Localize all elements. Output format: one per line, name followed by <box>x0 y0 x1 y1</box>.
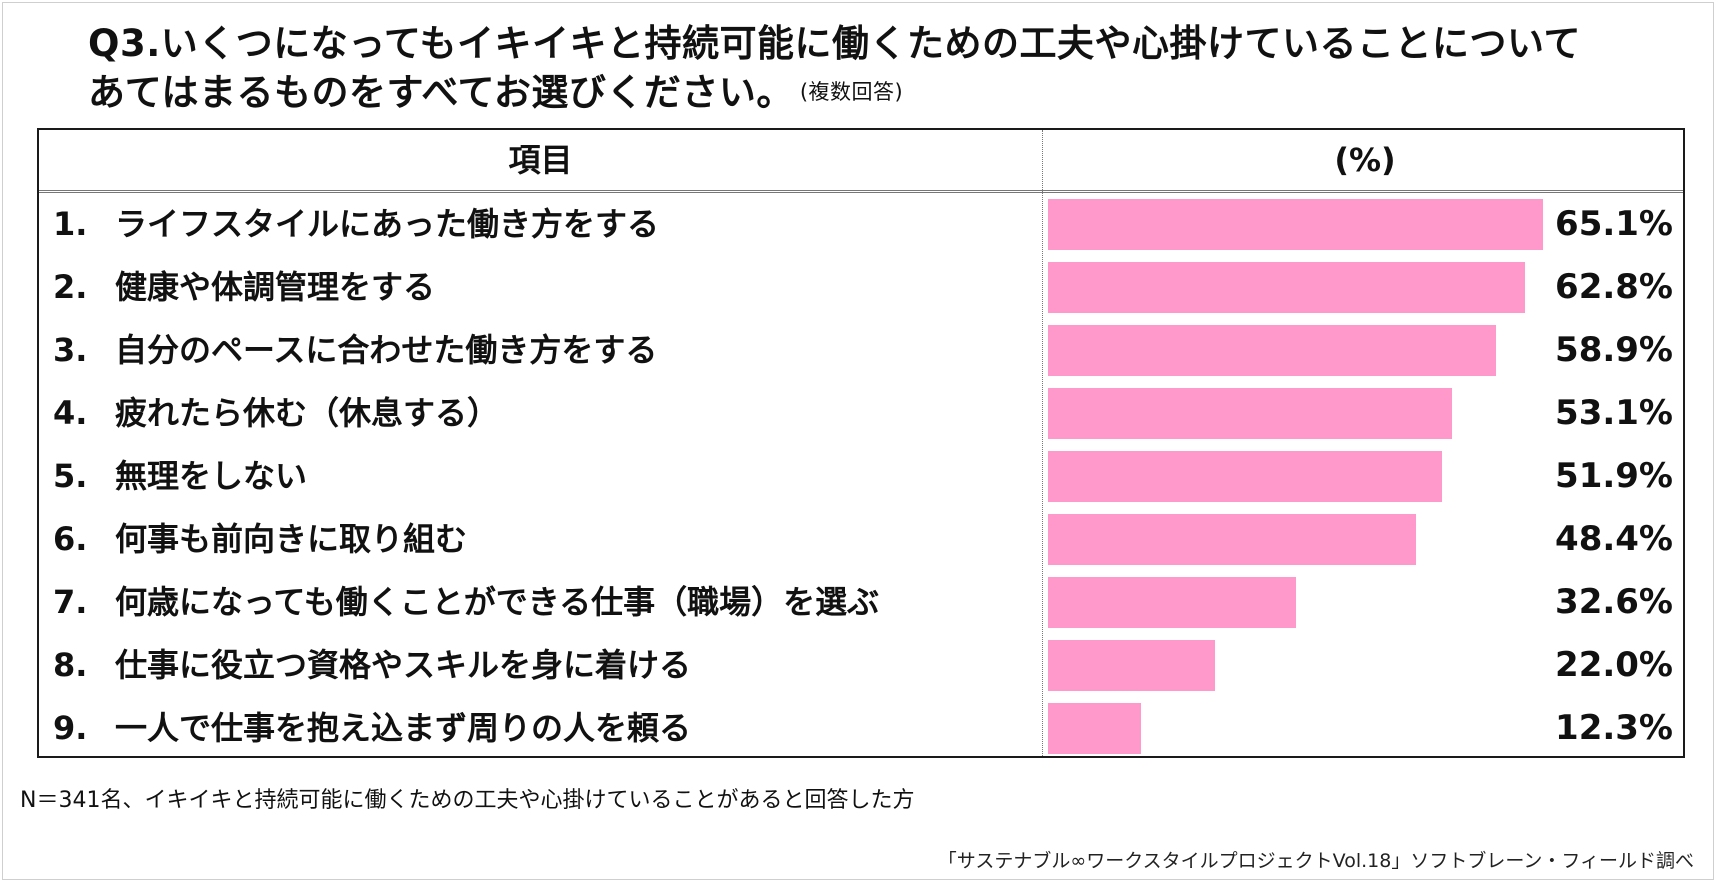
row-label: 4. 疲れたら休む（休息する） <box>53 382 499 445</box>
bar <box>1048 451 1443 502</box>
value-label: 62.8% <box>1555 267 1673 307</box>
row-label-text: 疲れたら休む（休息する） <box>115 394 500 432</box>
row-number: 1. <box>53 205 88 243</box>
table-row: 6. 何事も前向きに取り組む 48.4% <box>39 508 1683 571</box>
row-label-text: 何歳になっても働くことができる仕事（職場）を選ぶ <box>115 583 880 621</box>
row-label: 5. 無理をしない <box>53 445 307 508</box>
bar <box>1048 199 1543 250</box>
bar <box>1048 640 1216 691</box>
title-line-1: Q3.いくつになってもイキイキと持続可能に働くための工夫や心掛けていることについ… <box>88 22 1581 65</box>
value-label: 53.1% <box>1555 393 1673 433</box>
value-label: 12.3% <box>1555 708 1673 748</box>
table-body: 1. ライフスタイルにあった働き方をする 65.1% 2. 健康や体調管理をする 62.8… <box>39 193 1683 756</box>
row-label-text: 何事も前向きに取り組む <box>115 520 468 558</box>
row-label-text: 無理をしない <box>115 457 308 495</box>
table-row: 4. 疲れたら休む（休息する） 53.1% <box>39 382 1683 445</box>
header-item: 項目 <box>508 141 573 179</box>
value-label: 58.9% <box>1555 330 1673 370</box>
table-row: 5. 無理をしない 51.9% <box>39 445 1683 508</box>
table-row: 2. 健康や体調管理をする 62.8% <box>39 256 1683 319</box>
chart-title: Q3.いくつになってもイキイキと持続可能に働くための工夫や心掛けていることについ… <box>88 20 1648 117</box>
value-label: 32.6% <box>1555 582 1673 622</box>
row-label: 8. 仕事に役立つ資格やスキルを身に着ける <box>53 634 691 697</box>
table-header-row: 項目 (%) <box>39 130 1683 193</box>
row-number: 5. <box>53 457 88 495</box>
bar <box>1048 262 1526 313</box>
row-label: 9. 一人で仕事を抱え込まず周りの人を頼る <box>53 697 691 760</box>
row-label-text: 仕事に役立つ資格やスキルを身に着ける <box>115 646 692 684</box>
row-number: 3. <box>53 331 88 369</box>
row-label-text: 一人で仕事を抱え込まず周りの人を頼る <box>115 709 692 747</box>
bar <box>1048 325 1496 376</box>
table-row: 1. ライフスタイルにあった働き方をする 65.1% <box>39 193 1683 256</box>
row-label: 6. 何事も前向きに取り組む <box>53 508 467 571</box>
row-number: 7. <box>53 583 88 621</box>
table-row: 7. 何歳になっても働くことができる仕事（職場）を選ぶ 32.6% <box>39 571 1683 634</box>
bar <box>1048 577 1296 628</box>
row-number: 6. <box>53 520 88 558</box>
title-line-2-text: あてはまるものをすべてお選びください。 <box>88 71 794 114</box>
row-label-text: 自分のペースに合わせた働き方をする <box>115 331 658 369</box>
results-table: 項目 (%) 1. ライフスタイルにあった働き方をする 65.1% 2. 健康や体調管理… <box>37 128 1685 758</box>
bar <box>1048 703 1142 754</box>
row-number: 8. <box>53 646 88 684</box>
bar <box>1048 514 1416 565</box>
row-number: 4. <box>53 394 88 432</box>
bar <box>1048 388 1452 439</box>
column-divider <box>1042 130 1043 756</box>
value-label: 65.1% <box>1555 204 1673 244</box>
source-credit: 「サステナブル∞ワークスタイルプロジェクトVol.18」ソフトブレーン・フィール… <box>937 850 1694 872</box>
row-label-text: 健康や体調管理をする <box>115 268 436 306</box>
title-note: (複数回答) <box>799 80 904 104</box>
row-label: 3. 自分のペースに合わせた働き方をする <box>53 319 657 382</box>
table-row: 3. 自分のペースに合わせた働き方をする 58.9% <box>39 319 1683 382</box>
row-label-text: ライフスタイルにあった働き方をする <box>115 205 660 243</box>
row-number: 2. <box>53 268 88 306</box>
title-line-2: あてはまるものをすべてお選びください。 (複数回答) <box>88 68 1648 117</box>
value-label: 51.9% <box>1555 456 1673 496</box>
table-row: 8. 仕事に役立つ資格やスキルを身に着ける 22.0% <box>39 634 1683 697</box>
row-label: 7. 何歳になっても働くことができる仕事（職場）を選ぶ <box>53 571 879 634</box>
table-row: 9. 一人で仕事を抱え込まず周りの人を頼る 12.3% <box>39 697 1683 760</box>
header-percent: (%) <box>1334 141 1396 179</box>
row-label: 1. ライフスタイルにあった働き方をする <box>53 193 659 256</box>
row-number: 9. <box>53 709 88 747</box>
row-label: 2. 健康や体調管理をする <box>53 256 435 319</box>
value-label: 48.4% <box>1555 519 1673 559</box>
value-label: 22.0% <box>1555 645 1673 685</box>
sample-footnote: N＝341名、イキイキと持続可能に働くための工夫や心掛けていることがあると回答し… <box>20 788 915 813</box>
